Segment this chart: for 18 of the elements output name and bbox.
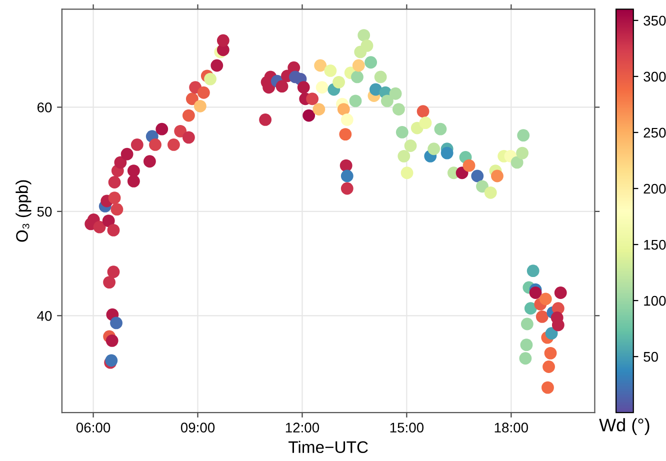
y-tick-label: 50 <box>37 206 52 217</box>
color-bar-label: 350 <box>644 16 666 26</box>
x-tick-label: 15:00 <box>390 422 424 433</box>
x-tick-label: 09:00 <box>180 422 215 433</box>
x-tick-label: 06:00 <box>76 422 110 433</box>
y-tick-label: 60 <box>37 102 52 112</box>
color-bar-label: 250 <box>644 128 666 138</box>
x-tick-label: 18:00 <box>494 422 528 433</box>
color-bar-label: 100 <box>644 296 666 306</box>
color-bar-label: 200 <box>644 184 666 194</box>
color-bar-title: Wd (°) <box>599 418 650 435</box>
color-bar-label: 300 <box>644 72 666 82</box>
x-axis-title: Time−UTC <box>288 440 368 454</box>
x-tick-label: 12:00 <box>286 422 320 433</box>
y-axis-title: O₃ (ppb) <box>16 180 32 242</box>
color-bar-label: 150 <box>644 240 666 250</box>
y-tick-label: 40 <box>37 310 52 321</box>
color-bar-label: 50 <box>644 352 658 362</box>
